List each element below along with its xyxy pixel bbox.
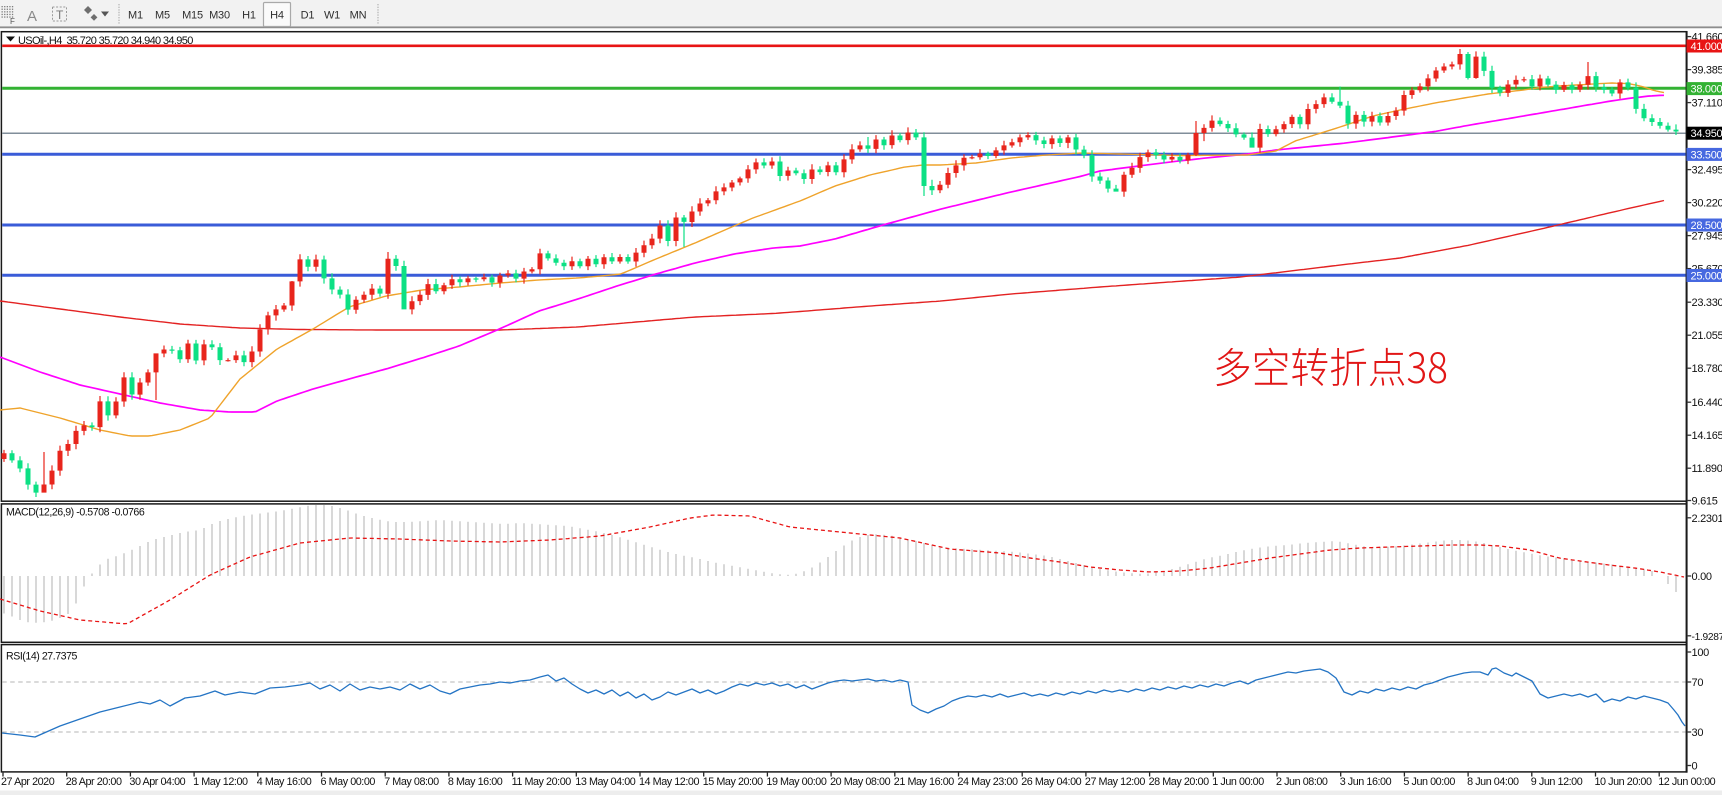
svg-text:MACD(12,26,9) -0.5708 -0.0766: MACD(12,26,9) -0.5708 -0.0766 [6,507,145,519]
svg-text:18.780: 18.780 [1692,363,1722,375]
svg-text:9 Jun 12:00: 9 Jun 12:00 [1531,776,1583,788]
svg-text:24 May 23:00: 24 May 23:00 [958,776,1018,788]
svg-text:8 Jun 04:00: 8 Jun 04:00 [1467,776,1519,788]
svg-text:F: F [10,17,15,26]
svg-text:38.000: 38.000 [1691,84,1722,96]
svg-text:27 Apr 2020: 27 Apr 2020 [1,776,55,788]
svg-text:M1: M1 [128,10,143,22]
svg-text:M5: M5 [155,10,170,22]
svg-text:0: 0 [1692,761,1698,773]
svg-text:28.500: 28.500 [1691,220,1722,232]
svg-text:28 Apr 20:00: 28 Apr 20:00 [66,776,122,788]
svg-text:RSI(14) 27.7375: RSI(14) 27.7375 [6,651,78,663]
svg-text:4 May 16:00: 4 May 16:00 [257,776,312,788]
svg-text:D1: D1 [301,10,315,22]
svg-text:A: A [27,8,37,25]
svg-text:25.000: 25.000 [1691,271,1722,283]
svg-text:H4: H4 [270,10,284,22]
svg-text:H1: H1 [242,10,256,22]
svg-text:W1: W1 [324,10,340,22]
svg-text:2 Jun 08:00: 2 Jun 08:00 [1276,776,1328,788]
svg-text:70: 70 [1692,677,1704,689]
svg-text:0.00: 0.00 [1692,571,1712,583]
svg-text:14.165: 14.165 [1692,430,1722,442]
svg-text:1 Jun 00:00: 1 Jun 00:00 [1212,776,1264,788]
svg-text:41.000: 41.000 [1691,41,1722,53]
svg-text:M30: M30 [209,10,230,22]
svg-text:19 May 00:00: 19 May 00:00 [766,776,826,788]
svg-text:8 May 16:00: 8 May 16:00 [448,776,503,788]
svg-text:34.950: 34.950 [1691,128,1722,140]
svg-text:33.500: 33.500 [1691,149,1722,161]
svg-text:12 Jun 00:00: 12 Jun 00:00 [1658,776,1715,788]
svg-text:30 Apr 04:00: 30 Apr 04:00 [129,776,185,788]
svg-text:16.440: 16.440 [1692,397,1722,409]
svg-text:11 May 20:00: 11 May 20:00 [512,776,572,788]
svg-text:23.330: 23.330 [1692,297,1722,309]
svg-text:21.055: 21.055 [1692,330,1722,342]
svg-text:26 May 04:00: 26 May 04:00 [1021,776,1081,788]
svg-text:21 May 16:00: 21 May 16:00 [894,776,954,788]
svg-text:9.615: 9.615 [1692,496,1718,508]
svg-text:27 May 12:00: 27 May 12:00 [1085,776,1145,788]
svg-text:28 May 20:00: 28 May 20:00 [1149,776,1209,788]
svg-text:39.385: 39.385 [1692,65,1722,77]
svg-text:37.110: 37.110 [1692,98,1722,110]
svg-text:20 May 08:00: 20 May 08:00 [830,776,890,788]
svg-text:2.2301: 2.2301 [1692,513,1722,525]
svg-text:1 May 12:00: 1 May 12:00 [193,776,248,788]
svg-text:5 Jun 00:00: 5 Jun 00:00 [1403,776,1455,788]
svg-text:3 Jun 16:00: 3 Jun 16:00 [1340,776,1392,788]
svg-text:32.495: 32.495 [1692,165,1722,177]
svg-text:15 May 20:00: 15 May 20:00 [703,776,763,788]
svg-text:M15: M15 [182,10,203,22]
svg-text:USOil-,H4 35.720 35.720 34.94: USOil-,H4 35.720 35.720 34.940 34.950 [18,35,193,47]
svg-text:7 May 08:00: 7 May 08:00 [384,776,439,788]
svg-text:30.220: 30.220 [1692,198,1722,210]
svg-text:27.945: 27.945 [1692,231,1722,243]
svg-text:10 Jun 20:00: 10 Jun 20:00 [1595,776,1652,788]
svg-text:11.890: 11.890 [1692,463,1722,475]
svg-text:6 May 00:00: 6 May 00:00 [321,776,376,788]
svg-text:30: 30 [1692,727,1704,739]
svg-text:13 May 04:00: 13 May 04:00 [575,776,635,788]
svg-text:-1.9287: -1.9287 [1692,632,1722,643]
svg-text:100: 100 [1692,647,1710,659]
svg-text:MN: MN [350,10,367,22]
svg-text:T: T [56,8,64,22]
svg-text:14 May 12:00: 14 May 12:00 [639,776,699,788]
